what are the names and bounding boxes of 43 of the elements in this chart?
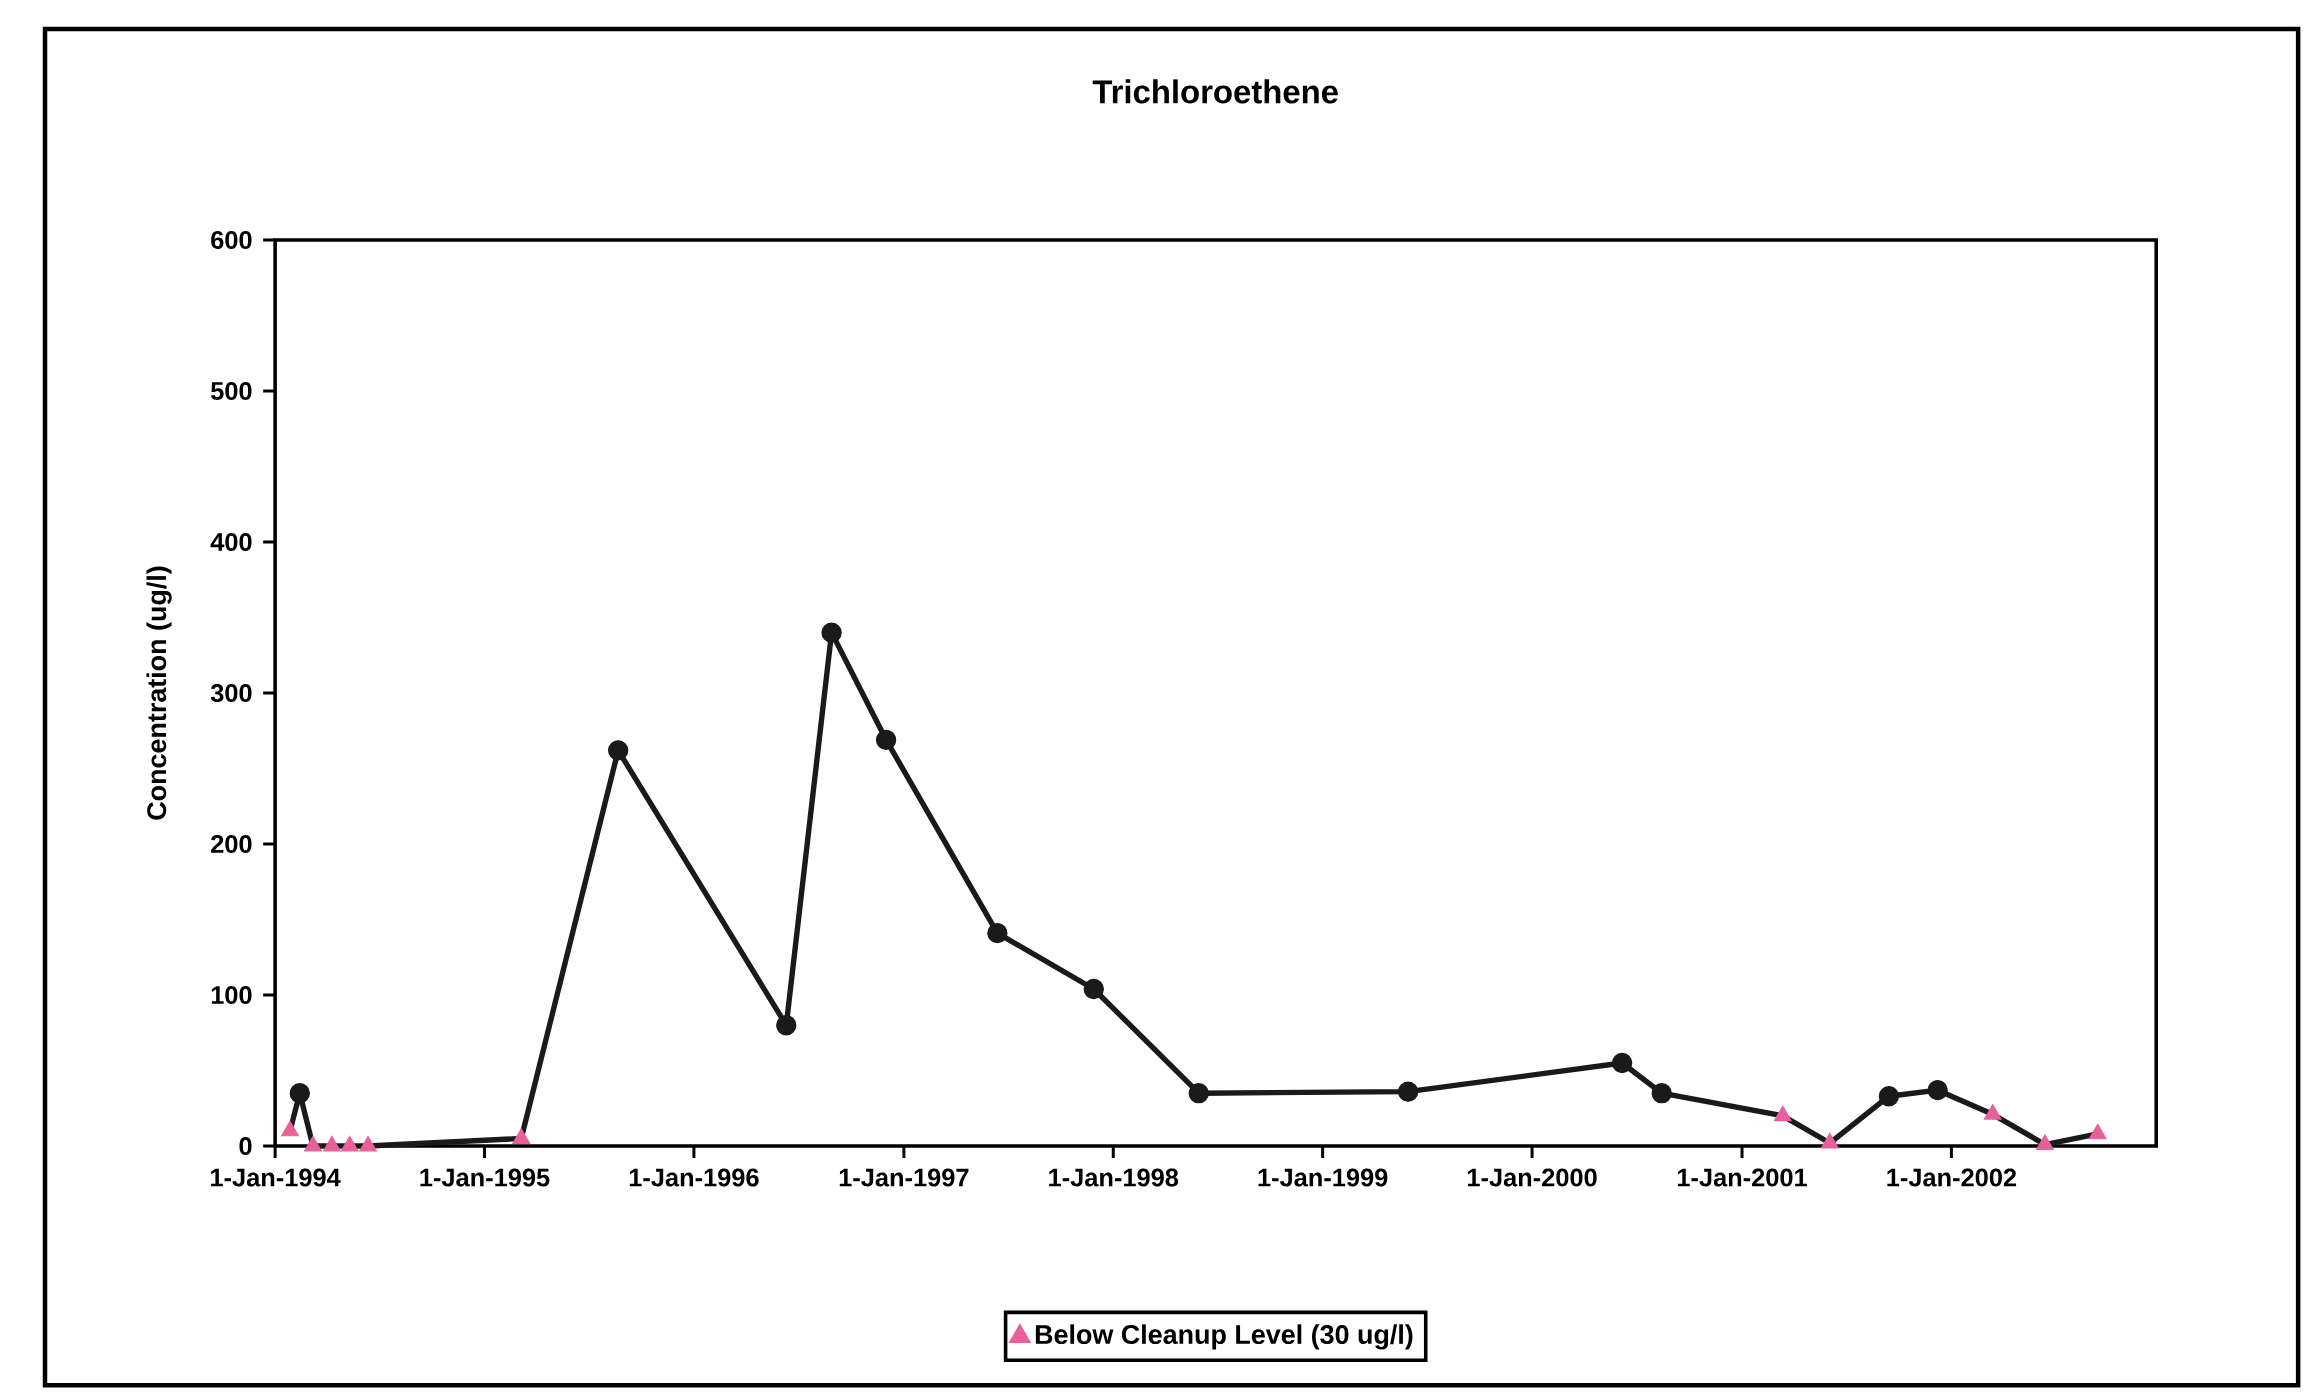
point (821, 622, 842, 643)
legend-label: Below Cleanup Level (30 ug/l) (1035, 1324, 1413, 1350)
y-tick-label: 0 (239, 1136, 252, 1155)
point (1651, 1082, 1672, 1104)
point (281, 1120, 299, 1137)
x-tick-label: 1-Jan-1996 (629, 1168, 759, 1187)
x-tick-label: 1-Jan-2000 (1467, 1168, 1597, 1187)
point (359, 1135, 377, 1152)
y-axis-title: Concentration (ug/l) (146, 566, 172, 820)
point (1927, 1079, 1948, 1101)
point (2088, 1123, 2107, 1140)
point (608, 740, 629, 761)
point (289, 1082, 310, 1104)
point (1773, 1105, 1792, 1122)
point (2036, 1134, 2054, 1150)
point (1083, 978, 1104, 1000)
point (304, 1135, 322, 1152)
point (776, 1014, 797, 1036)
point (987, 922, 1008, 944)
point (1188, 1082, 1209, 1104)
chart-title: Trichloroethene (1092, 79, 1338, 104)
point (323, 1135, 341, 1152)
point (1983, 1104, 2002, 1120)
y-tick-label: 100 (211, 985, 252, 1004)
point (1878, 1085, 1900, 1107)
y-tick-label: 500 (211, 381, 252, 400)
point (512, 1128, 531, 1144)
x-tick-label: 1-Jan-2001 (1677, 1168, 1807, 1187)
point (1820, 1132, 1839, 1149)
x-tick-label: 1-Jan-1998 (1049, 1168, 1179, 1187)
y-tick-label: 300 (210, 683, 252, 702)
x-tick-label: 1-Jan-1994 (211, 1168, 341, 1187)
x-tick-label: 1-Jan-2002 (1887, 1168, 2017, 1187)
point (1397, 1081, 1419, 1102)
y-tick-label: 600 (211, 230, 252, 249)
x-tick-label: 1-Jan-1999 (1258, 1168, 1388, 1187)
x-tick-label: 1-Jan-1995 (420, 1168, 550, 1187)
point (340, 1135, 359, 1152)
point (1611, 1052, 1633, 1074)
y-tick-label: 400 (210, 532, 252, 551)
x-tick-label: 1-Jan-1997 (839, 1168, 969, 1187)
point (875, 729, 897, 750)
y-tick-label: 200 (211, 834, 252, 853)
